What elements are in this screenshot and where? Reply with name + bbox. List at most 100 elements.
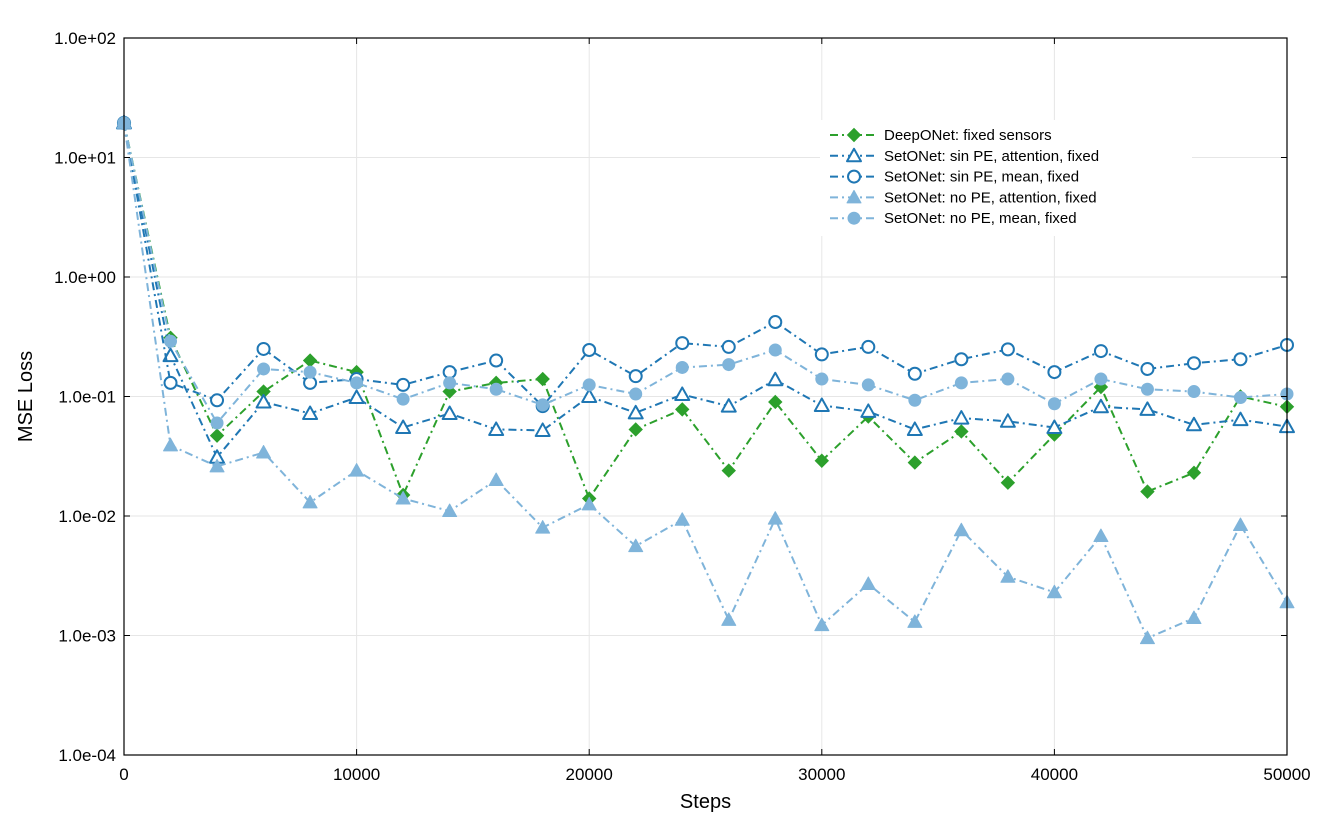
data-point: [814, 617, 830, 632]
data-point: [1000, 342, 1015, 357]
data-point: [1139, 630, 1155, 645]
data-point: [861, 378, 875, 392]
data-point: [488, 472, 504, 487]
legend-label: DeepONet: fixed sensors: [884, 127, 1052, 144]
data-point: [674, 512, 690, 526]
data-point: [1093, 344, 1108, 359]
data-point: [210, 416, 224, 430]
legend-label: SetONet: no PE, attention, fixed: [884, 189, 1097, 206]
data-point: [302, 405, 319, 421]
data-point: [302, 494, 318, 509]
y-tick-label: 1.0e+00: [54, 268, 116, 287]
y-tick-label: 1.0e-01: [58, 388, 116, 407]
data-point: [489, 382, 503, 396]
data-point: [907, 455, 923, 470]
data-point: [768, 315, 783, 330]
data-point: [396, 392, 410, 406]
data-point: [395, 491, 411, 505]
data-point: [907, 614, 923, 628]
data-point: [1094, 372, 1108, 386]
legend-entry: SetONet: sin PE, attention, fixed: [830, 147, 1099, 165]
data-point: [1140, 382, 1154, 396]
data-point: [535, 520, 551, 534]
data-point: [256, 341, 271, 356]
data-point: [814, 453, 830, 468]
data-point: [954, 376, 968, 390]
data-point: [256, 444, 272, 459]
data-point: [1140, 361, 1155, 376]
data-point: [767, 371, 784, 387]
legend-marker: [846, 127, 862, 143]
data-point: [627, 404, 644, 420]
data-point: [628, 538, 644, 553]
data-point: [767, 511, 783, 525]
data-point: [720, 398, 737, 413]
x-tick-label: 40000: [1031, 765, 1078, 784]
data-point: [443, 376, 457, 390]
data-point: [1232, 411, 1249, 427]
series-line: [123, 122, 1288, 640]
data-point: [350, 376, 364, 390]
data-point: [1186, 610, 1202, 625]
data-point: [534, 422, 551, 437]
data-point: [442, 503, 458, 518]
data-point: [1140, 484, 1155, 499]
y-tick-label: 1.0e+01: [54, 149, 116, 168]
data-point: [999, 413, 1016, 428]
legend-label: SetONet: sin PE, mean, fixed: [884, 169, 1079, 186]
data-point: [860, 576, 876, 590]
legend: DeepONet: fixed sensors SetONet: sin PE, …: [820, 120, 1192, 236]
legend-label: SetONet: no PE, mean, fixed: [884, 210, 1077, 227]
data-point: [209, 458, 225, 473]
data-point: [348, 389, 365, 405]
x-tick-label: 50000: [1263, 765, 1310, 784]
data-point: [1047, 397, 1061, 411]
data-point: [954, 352, 969, 367]
x-axis-title: Steps: [680, 791, 731, 813]
data-point: [163, 375, 178, 390]
data-point: [442, 365, 457, 380]
data-point: [255, 393, 272, 409]
data-point: [396, 377, 411, 392]
data-point: [1092, 398, 1109, 414]
data-point: [582, 342, 597, 357]
data-point: [581, 496, 597, 511]
x-tick-label: 30000: [798, 765, 845, 784]
y-tick-label: 1.0e-04: [58, 746, 116, 765]
data-point: [815, 372, 829, 386]
data-point: [908, 393, 922, 407]
data-point: [721, 339, 736, 354]
y-axis-title: MSE Loss: [15, 351, 37, 442]
data-point: [675, 336, 690, 351]
x-tick-label: 0: [119, 765, 128, 784]
data-point: [722, 358, 736, 372]
series-line: [123, 122, 1288, 501]
data-point: [954, 424, 969, 439]
data-point: [1185, 416, 1202, 432]
data-point: [1233, 391, 1247, 405]
data-point: [488, 421, 505, 436]
data-point: [1187, 385, 1201, 399]
data-point: [674, 386, 691, 401]
y-tick-label: 1.0e+02: [54, 29, 116, 48]
series-line: [123, 122, 1288, 408]
legend-label: SetONet: sin PE, attention, fixed: [884, 148, 1099, 165]
axis-ticks: 0 10000 20000 30000 40000 50000 1.0e-04 1.0e-03…: [54, 29, 1311, 784]
data-point: [768, 394, 783, 410]
data-point: [675, 360, 689, 374]
series-lines: [116, 114, 1295, 645]
legend-marker: [846, 147, 862, 163]
series-5: [117, 116, 1294, 430]
data-point: [441, 405, 458, 421]
data-point: [1047, 365, 1062, 380]
data-point: [581, 388, 598, 403]
legend-entry: SetONet: no PE, attention, fixed: [830, 189, 1097, 206]
data-point: [1000, 569, 1016, 583]
legend-entry: SetONet: sin PE, mean, fixed: [830, 169, 1079, 186]
data-point: [907, 366, 922, 381]
data-point: [1186, 465, 1202, 480]
data-point: [628, 422, 643, 437]
legend-marker: [846, 189, 862, 204]
series-3: [117, 115, 1294, 414]
